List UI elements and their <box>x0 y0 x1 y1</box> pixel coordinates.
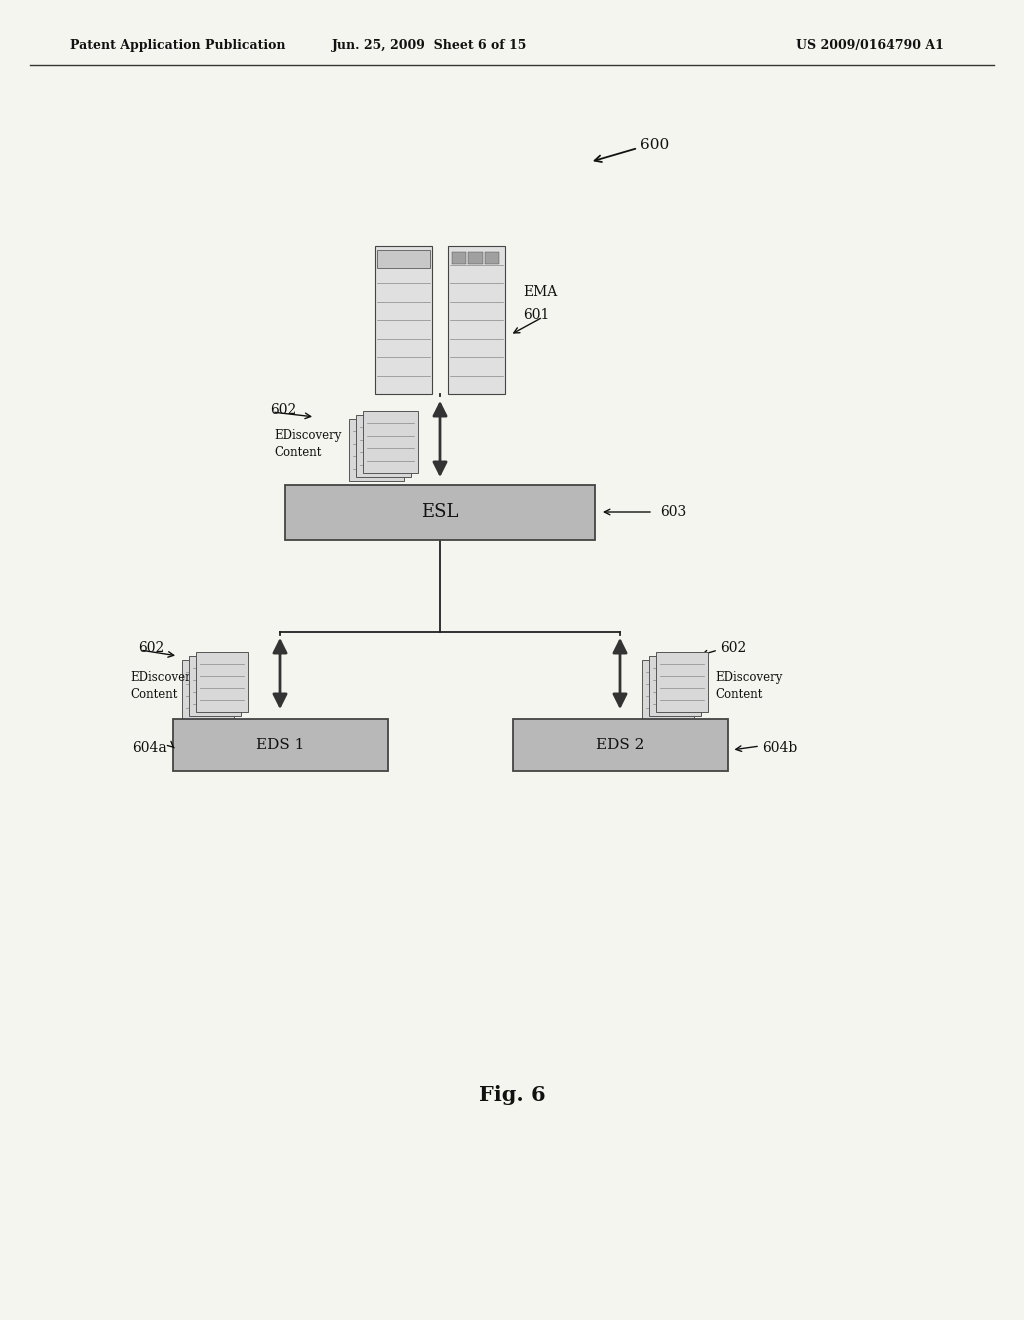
Text: 602: 602 <box>270 403 296 417</box>
Text: US 2009/0164790 A1: US 2009/0164790 A1 <box>796 38 944 51</box>
Bar <box>172 719 387 771</box>
Text: Patent Application Publication: Patent Application Publication <box>70 38 286 51</box>
Bar <box>182 660 234 719</box>
Bar <box>362 411 418 473</box>
Bar <box>468 252 482 264</box>
Bar <box>452 252 466 264</box>
Text: EDS 1: EDS 1 <box>256 738 304 752</box>
Text: 603: 603 <box>660 506 686 519</box>
Text: 601: 601 <box>523 308 549 322</box>
Text: EDiscovery
Content: EDiscovery Content <box>715 671 782 701</box>
Text: ESL: ESL <box>421 503 459 521</box>
Bar <box>375 246 432 393</box>
Bar <box>348 418 403 480</box>
Text: 604b: 604b <box>762 741 798 755</box>
Bar <box>377 251 430 268</box>
Bar <box>484 252 499 264</box>
Bar <box>355 414 411 477</box>
Bar <box>649 656 701 715</box>
Bar <box>447 246 505 393</box>
Text: EDiscovery
Content: EDiscovery Content <box>130 671 198 701</box>
Bar <box>642 660 694 719</box>
Text: Jun. 25, 2009  Sheet 6 of 15: Jun. 25, 2009 Sheet 6 of 15 <box>333 38 527 51</box>
Text: EMA: EMA <box>523 285 557 300</box>
Bar <box>189 656 241 715</box>
Text: EDiscovery
Content: EDiscovery Content <box>274 429 341 459</box>
Bar <box>196 652 248 711</box>
Bar <box>512 719 727 771</box>
Text: Fig. 6: Fig. 6 <box>478 1085 546 1105</box>
Text: 602: 602 <box>720 642 746 655</box>
Text: 600: 600 <box>640 139 670 152</box>
Bar <box>285 484 595 540</box>
Text: 602: 602 <box>138 642 164 655</box>
Bar <box>656 652 708 711</box>
Text: EDS 2: EDS 2 <box>596 738 644 752</box>
Text: 604a: 604a <box>132 741 167 755</box>
